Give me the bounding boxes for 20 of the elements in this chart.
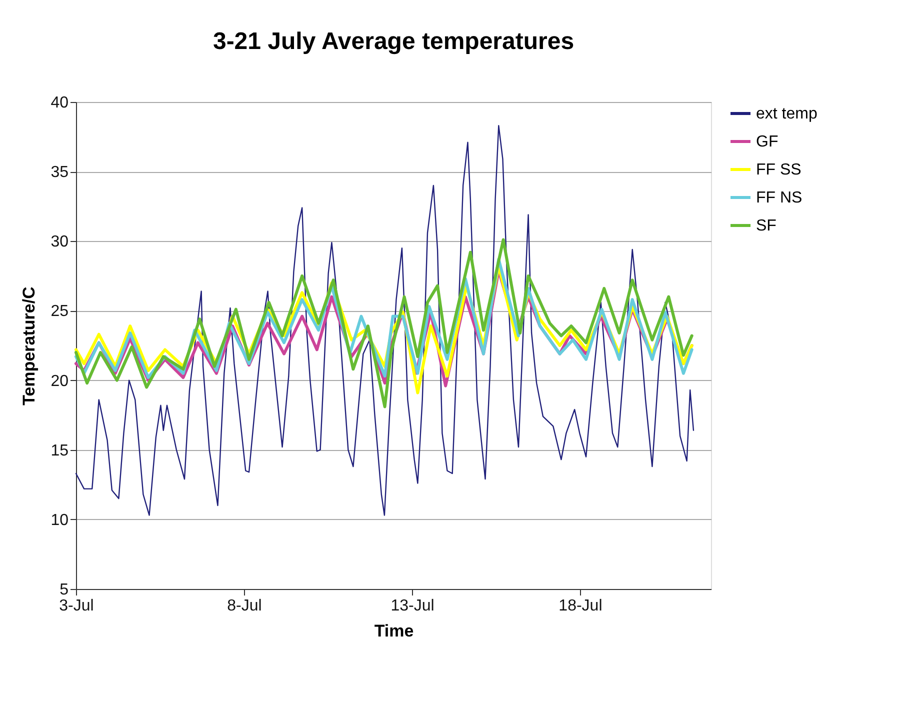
legend-label: ext temp bbox=[756, 106, 818, 122]
y-tick-label: 10 bbox=[50, 512, 69, 529]
x-tick-label: 13-Jul bbox=[390, 598, 434, 614]
x-tick-label: 8-Jul bbox=[227, 598, 262, 614]
chart-title: 3-21 July Average temperatures bbox=[212, 28, 574, 55]
legend-label: GF bbox=[756, 134, 778, 150]
y-tick-label: 5 bbox=[60, 582, 69, 598]
y-axis-title: Temperature/C bbox=[20, 286, 39, 406]
x-tick-label: 3-Jul bbox=[59, 598, 94, 614]
legend-label: SF bbox=[756, 218, 777, 234]
y-tick-label: 20 bbox=[50, 372, 69, 390]
y-tick-label: 35 bbox=[50, 164, 69, 182]
legend-label: FF NS bbox=[756, 190, 802, 206]
y-tick-label: 30 bbox=[50, 234, 69, 251]
y-tick-label: 25 bbox=[50, 303, 69, 320]
y-tick-label: 40 bbox=[50, 94, 69, 112]
x-tick-label: 18-Jul bbox=[558, 598, 602, 614]
x-axis-title: Time bbox=[374, 622, 414, 640]
legend-label: FF SS bbox=[756, 162, 802, 178]
y-tick-label: 15 bbox=[50, 442, 69, 460]
